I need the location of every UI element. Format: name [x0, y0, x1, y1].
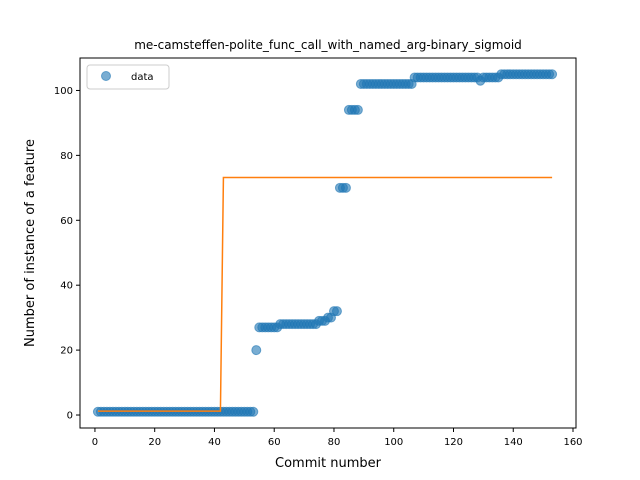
fit-line: [97, 176, 553, 412]
chart-title: me-camsteffen-polite_func_call_with_name…: [134, 38, 522, 52]
plot-frame: [79, 57, 577, 429]
x-axis: 0 20 40 60 80 100 120 140 160: [92, 428, 583, 448]
x-tick-label: 120: [444, 437, 463, 448]
plot-area: [92, 69, 558, 417]
legend-marker-data: [101, 71, 111, 81]
x-tick-label: 0: [92, 437, 98, 448]
legend-box: [86, 64, 170, 90]
x-tick-label: 140: [504, 437, 523, 448]
data-point: [352, 104, 363, 115]
data-point: [331, 306, 342, 317]
data-point: [248, 406, 259, 417]
data-point: [251, 345, 262, 356]
x-tick-label: 160: [563, 437, 582, 448]
legend: data: [86, 64, 170, 90]
data-point: [340, 182, 351, 193]
legend-label-data: data: [131, 72, 154, 83]
x-tick-label: 40: [208, 437, 221, 448]
y-tick-label: 80: [60, 151, 73, 162]
y-tick-label: 40: [60, 281, 73, 292]
y-tick-label: 20: [60, 346, 73, 357]
x-axis-title: Commit number: [275, 456, 382, 471]
y-axis: 0 20 40 60 80 100: [54, 86, 80, 422]
y-axis-title: Number of instance of a feature: [23, 139, 38, 347]
y-tick-label: 100: [54, 86, 73, 97]
y-tick-label: 60: [60, 216, 73, 227]
y-tick-label: 0: [67, 411, 73, 422]
x-tick-label: 100: [384, 437, 403, 448]
x-tick-label: 60: [268, 437, 281, 448]
data-point: [547, 69, 558, 80]
x-tick-label: 20: [148, 437, 161, 448]
x-tick-label: 80: [328, 437, 341, 448]
